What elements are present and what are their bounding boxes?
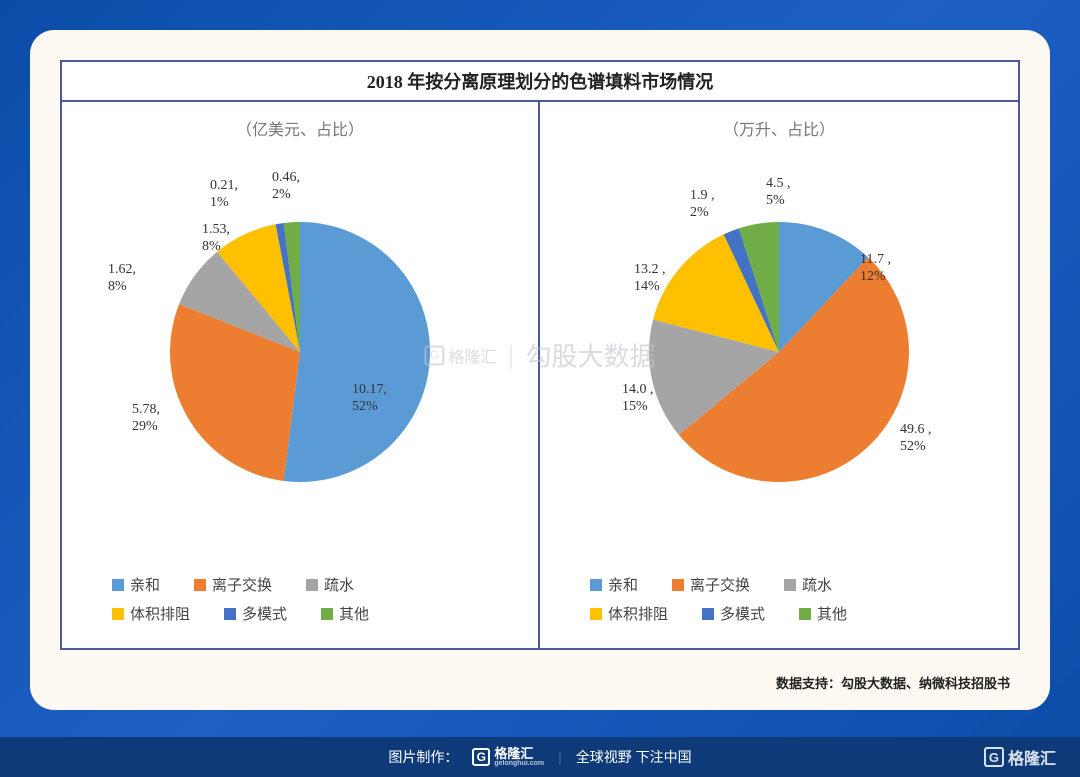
slice-label: 0.46, 2% — [272, 170, 300, 204]
legend-swatch — [224, 608, 236, 620]
chart-frame: 2018 年按分离原理划分的色谱填料市场情况 （亿美元、占比） 亲和 离子交换 疏水… — [60, 60, 1020, 650]
legend-swatch — [702, 608, 714, 620]
legend-swatch — [672, 579, 684, 591]
legend-swatch — [784, 579, 796, 591]
legend-swatch — [194, 579, 206, 591]
legend-label: 离子交换 — [690, 574, 750, 595]
footer-tagline: 全球视野 下注中国 — [576, 747, 692, 767]
panel-left-subtitle: （亿美元、占比） — [62, 116, 538, 140]
legend-item: 体积排阻 — [112, 603, 190, 624]
legend-item: 其他 — [799, 603, 847, 624]
slice-label: 1.53, 8% — [202, 222, 230, 256]
pie-left — [170, 222, 430, 482]
legend-label: 其他 — [339, 603, 369, 624]
source-line: 数据支持：勾股大数据、纳微科技招股书 — [776, 673, 1010, 692]
legend-right: 亲和 离子交换 疏水体积排阻 多模式 其他 — [590, 574, 968, 632]
panel-right-subtitle: （万升、占比） — [540, 116, 1018, 140]
slice-label: 11.7 , 12% — [860, 252, 891, 286]
footer-label: 图片制作： — [388, 747, 458, 767]
legend-label: 亲和 — [130, 574, 160, 595]
legend-item: 亲和 — [112, 574, 160, 595]
slice-label: 1.9 , 2% — [690, 188, 715, 222]
legend-item: 亲和 — [590, 574, 638, 595]
footer-brand-logo: G 格隆汇 gelonghui.com — [472, 747, 544, 767]
slice-label: 4.5 , 5% — [766, 176, 791, 210]
slice-label: 14.0 , 15% — [622, 382, 654, 416]
legend-swatch — [112, 608, 124, 620]
corner-logo: G 格隆汇 — [984, 745, 1056, 769]
chart-title: 2018 年按分离原理划分的色谱填料市场情况 — [62, 62, 1018, 102]
legend-item: 离子交换 — [194, 574, 272, 595]
legend-label: 体积排阻 — [130, 603, 190, 624]
legend-label: 其他 — [817, 603, 847, 624]
legend-item: 多模式 — [224, 603, 287, 624]
legend-item: 疏水 — [306, 574, 354, 595]
card: 2018 年按分离原理划分的色谱填料市场情况 （亿美元、占比） 亲和 离子交换 疏水… — [30, 30, 1050, 710]
legend-item: 其他 — [321, 603, 369, 624]
legend-label: 多模式 — [242, 603, 287, 624]
slice-label: 0.21, 1% — [210, 178, 238, 212]
legend-label: 离子交换 — [212, 574, 272, 595]
pie-slice-亲和 — [284, 222, 430, 482]
legend-label: 体积排阻 — [608, 603, 668, 624]
legend-item: 体积排阻 — [590, 603, 668, 624]
legend-item: 疏水 — [784, 574, 832, 595]
legend-item: 离子交换 — [672, 574, 750, 595]
slice-label: 1.62, 8% — [108, 262, 136, 296]
panels: （亿美元、占比） 亲和 离子交换 疏水体积排阻 多模式 其他 10.17, 52% 5.7… — [62, 102, 1018, 650]
g-icon: G — [984, 747, 1004, 767]
legend-swatch — [112, 579, 124, 591]
slice-label: 10.17, 52% — [352, 382, 387, 416]
panel-right: （万升、占比） 亲和 离子交换 疏水体积排阻 多模式 其他 11.7 , 12% 49.6… — [540, 102, 1018, 650]
footer: 图片制作： G 格隆汇 gelonghui.com | 全球视野 下注中国 — [0, 737, 1080, 777]
slice-label: 49.6 , 52% — [900, 422, 932, 456]
legend-label: 多模式 — [720, 603, 765, 624]
legend-left: 亲和 离子交换 疏水体积排阻 多模式 其他 — [112, 574, 488, 632]
legend-swatch — [321, 608, 333, 620]
legend-swatch — [590, 579, 602, 591]
legend-item: 多模式 — [702, 603, 765, 624]
panel-left: （亿美元、占比） 亲和 离子交换 疏水体积排阻 多模式 其他 10.17, 52% 5.7… — [62, 102, 540, 650]
slice-label: 5.78, 29% — [132, 402, 160, 436]
legend-label: 亲和 — [608, 574, 638, 595]
slice-label: 13.2 , 14% — [634, 262, 666, 296]
g-icon: G — [472, 748, 490, 766]
legend-swatch — [306, 579, 318, 591]
legend-swatch — [590, 608, 602, 620]
legend-label: 疏水 — [802, 574, 832, 595]
legend-swatch — [799, 608, 811, 620]
legend-label: 疏水 — [324, 574, 354, 595]
